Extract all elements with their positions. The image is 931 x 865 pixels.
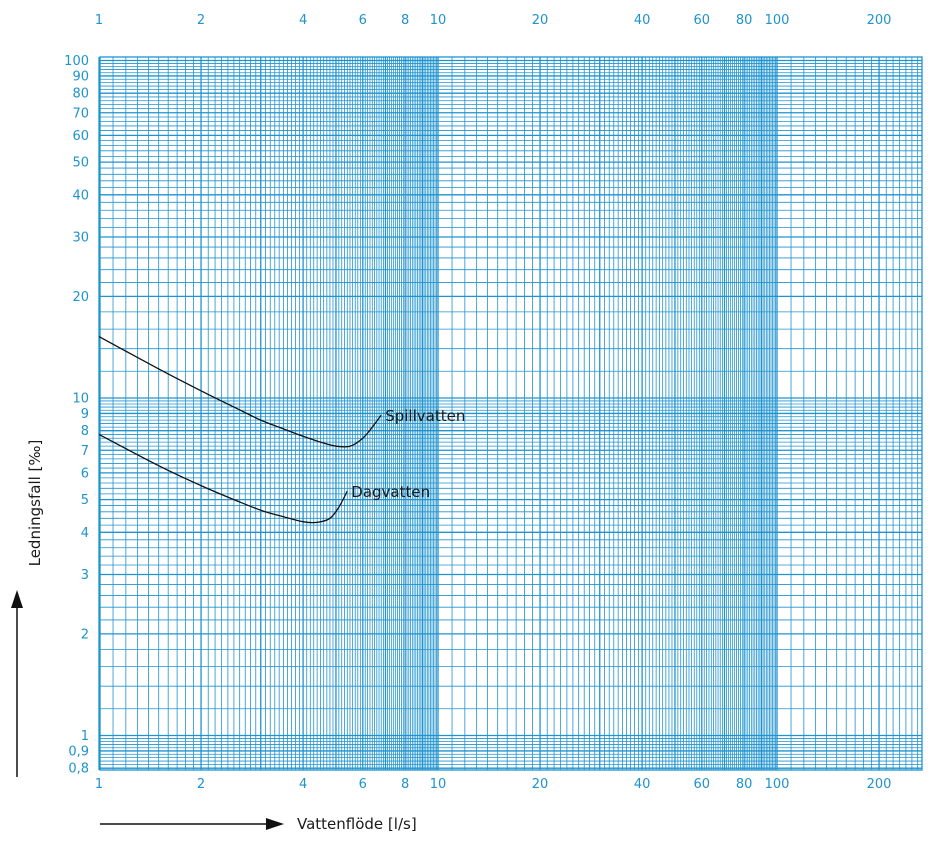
y-tick-label: 100 [64,54,89,69]
x-tick-label-top: 20 [532,13,549,28]
y-tick-label: 30 [72,230,89,245]
y-tick-label: 50 [72,156,89,171]
x-tick-label-top: 40 [634,13,651,28]
y-tick-label: 5 [81,493,89,508]
x-tick-label-top: 60 [694,13,711,28]
y-tick-label: 6 [81,466,89,481]
x-tick-label-bottom: 2 [197,777,205,792]
y-tick-label: 80 [72,87,89,102]
plot-frame [99,56,923,771]
x-tick-label-bottom: 100 [765,777,790,792]
x-tick-label-top: 8 [401,13,409,28]
x-tick-label-top: 10 [430,13,447,28]
x-tick-label-top: 2 [197,13,205,28]
y-tick-label: 0,9 [68,744,89,759]
y-tick-label: 7 [81,444,89,459]
x-axis-arrow-head [266,818,284,830]
y-tick-label: 60 [72,129,89,144]
y-tick-label: 8 [81,424,89,439]
x-tick-label-top: 100 [765,13,790,28]
series-label-spillvatten: Spillvatten [385,407,465,425]
series-curves [98,336,382,524]
x-tick-label-top: 4 [299,13,307,28]
x-tick-labels-top: 1 2 4 6 8 10 20 40 60 80 100 200 [95,13,892,28]
x-tick-label-bottom: 4 [299,777,307,792]
y-tick-label: 9 [81,407,89,422]
x-tick-label-bottom: 40 [634,777,651,792]
series-labels: Spillvatten Dagvatten [351,407,465,501]
y-tick-label: 0,8 [68,762,89,777]
series-label-dagvatten: Dagvatten [351,483,430,501]
series-line-spillvatten [98,336,382,448]
y-tick-label: 1 [81,729,89,744]
x-tick-label-top: 200 [867,13,892,28]
x-tick-label-bottom: 1 [95,777,103,792]
y-tick-label: 10 [72,392,89,407]
x-tick-label-bottom: 8 [401,777,409,792]
y-axis-arrow-head [11,590,23,608]
y-tick-label: 2 [81,627,89,642]
x-tick-label-bottom: 80 [736,777,753,792]
x-axis-label: Vattenflöde [l/s] [297,815,417,833]
x-tick-label-bottom: 20 [532,777,549,792]
x-tick-labels-bottom: 1 2 4 6 8 10 20 40 60 80 100 200 [95,777,892,792]
series-line-dagvatten [98,433,348,524]
x-tick-label-top: 1 [95,13,103,28]
x-tick-label-top: 80 [736,13,753,28]
y-tick-label: 4 [81,526,89,541]
y-tick-label: 3 [81,568,89,583]
chart-grid [98,56,923,771]
x-tick-label-bottom: 10 [430,777,447,792]
y-tick-label: 40 [72,188,89,203]
y-tick-label: 90 [72,69,89,84]
x-tick-label-bottom: 6 [359,777,367,792]
x-tick-label-top: 6 [359,13,367,28]
x-tick-label-bottom: 200 [867,777,892,792]
x-tick-label-bottom: 60 [694,777,711,792]
y-axis-label: Ledningsfall [‰] [26,440,44,567]
y-tick-label: 20 [72,290,89,305]
y-tick-label: 70 [72,106,89,121]
